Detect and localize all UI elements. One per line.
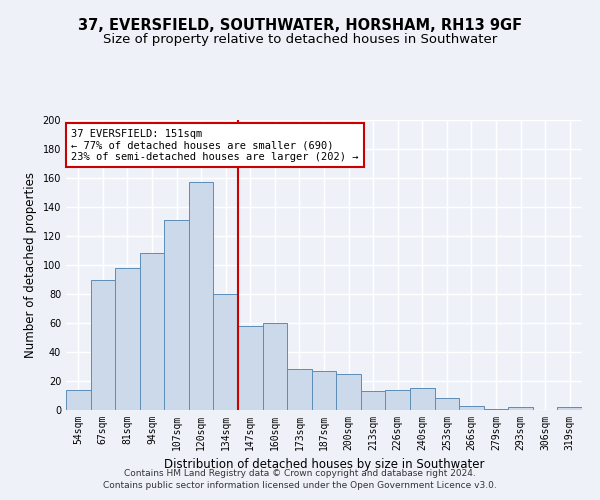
Bar	[287, 370, 312, 410]
Text: 37 EVERSFIELD: 151sqm
← 77% of detached houses are smaller (690)
23% of semi-det: 37 EVERSFIELD: 151sqm ← 77% of detached …	[71, 128, 359, 162]
Bar	[140, 254, 164, 410]
Bar	[91, 280, 115, 410]
Y-axis label: Number of detached properties: Number of detached properties	[24, 172, 37, 358]
Bar	[459, 406, 484, 410]
Bar	[312, 371, 336, 410]
Text: Size of property relative to detached houses in Southwater: Size of property relative to detached ho…	[103, 32, 497, 46]
Bar	[385, 390, 410, 410]
Bar	[115, 268, 140, 410]
Bar	[410, 388, 434, 410]
X-axis label: Distribution of detached houses by size in Southwater: Distribution of detached houses by size …	[164, 458, 484, 471]
Text: Contains public sector information licensed under the Open Government Licence v3: Contains public sector information licen…	[103, 481, 497, 490]
Bar	[164, 220, 189, 410]
Bar	[66, 390, 91, 410]
Bar	[238, 326, 263, 410]
Bar	[361, 391, 385, 410]
Text: 37, EVERSFIELD, SOUTHWATER, HORSHAM, RH13 9GF: 37, EVERSFIELD, SOUTHWATER, HORSHAM, RH1…	[78, 18, 522, 32]
Bar	[336, 374, 361, 410]
Bar	[508, 407, 533, 410]
Bar	[263, 323, 287, 410]
Bar	[557, 407, 582, 410]
Bar	[214, 294, 238, 410]
Bar	[434, 398, 459, 410]
Bar	[189, 182, 214, 410]
Bar	[484, 408, 508, 410]
Text: Contains HM Land Registry data © Crown copyright and database right 2024.: Contains HM Land Registry data © Crown c…	[124, 468, 476, 477]
